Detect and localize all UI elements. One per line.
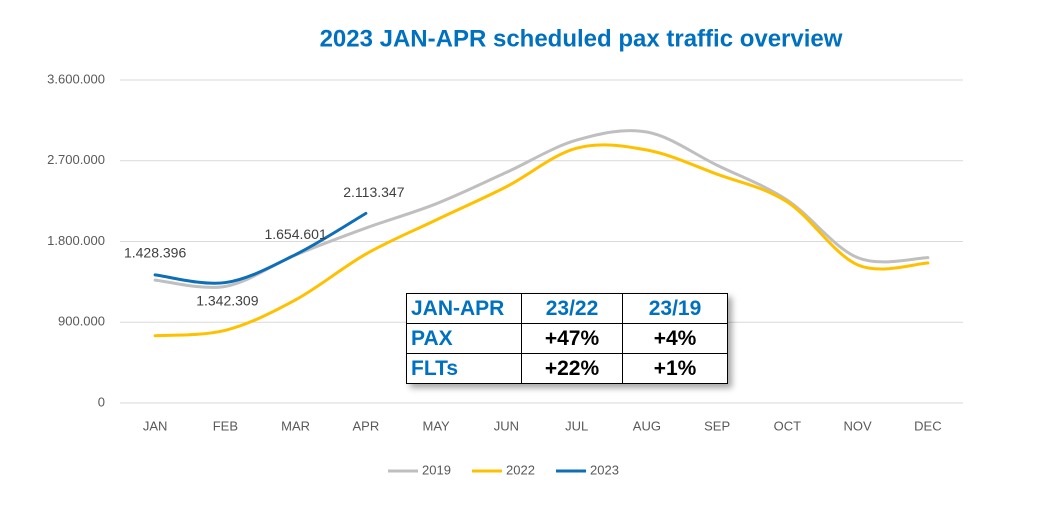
data-label: 1.342.309 bbox=[196, 292, 258, 308]
table-cell: FLTs bbox=[406, 353, 522, 384]
table-cell: +4% bbox=[622, 323, 728, 354]
y-tick-label: 2.700.000 bbox=[47, 152, 105, 167]
x-tick-label: DEC bbox=[914, 418, 941, 433]
series-line bbox=[153, 129, 930, 289]
x-tick-label: OCT bbox=[774, 418, 802, 433]
legend-label: 2023 bbox=[590, 462, 619, 477]
y-tick-label: 1.800.000 bbox=[47, 233, 105, 248]
chart-title: 2023 JAN-APR scheduled pax traffic overv… bbox=[320, 25, 843, 52]
header-cell: JAN-APR bbox=[406, 293, 522, 324]
x-tick-label: JAN bbox=[143, 418, 168, 433]
x-tick-label: SEP bbox=[704, 418, 730, 433]
x-tick-label: APR bbox=[353, 418, 380, 433]
data-label: 1.654.601 bbox=[264, 226, 326, 242]
table-cell: +1% bbox=[622, 353, 728, 384]
x-tick-label: NOV bbox=[844, 418, 873, 433]
table-header-row: JAN-APR 23/22 23/19 bbox=[406, 293, 728, 324]
table-cell: +47% bbox=[521, 323, 623, 354]
table-cell: +22% bbox=[521, 353, 623, 384]
table-row: FLTs +22% +1% bbox=[406, 353, 728, 384]
x-tick-label: MAR bbox=[281, 418, 310, 433]
y-tick-label: 900.000 bbox=[58, 314, 105, 329]
table-row: PAX +47% +4% bbox=[406, 323, 728, 354]
header-cell: 23/22 bbox=[521, 293, 623, 324]
y-tick-label: 0 bbox=[98, 394, 105, 409]
x-tick-label: JUL bbox=[565, 418, 588, 433]
x-tick-label: JUN bbox=[494, 418, 519, 433]
legend-label: 2019 bbox=[422, 462, 451, 477]
y-tick-label: 3.600.000 bbox=[47, 71, 105, 86]
x-tick-label: AUG bbox=[633, 418, 661, 433]
summary-table: JAN-APR 23/22 23/19 PAX +47% +4% FLTs +22% +1% bbox=[406, 293, 728, 384]
x-tick-label: FEB bbox=[213, 418, 238, 433]
table-cell: PAX bbox=[406, 323, 522, 354]
series-line bbox=[153, 143, 930, 338]
legend-label: 2022 bbox=[506, 462, 535, 477]
data-label: 1.428.396 bbox=[124, 245, 186, 261]
header-cell: 23/19 bbox=[622, 293, 728, 324]
data-label: 2.113.347 bbox=[343, 184, 404, 200]
series-line bbox=[153, 211, 368, 285]
x-tick-label: MAY bbox=[423, 418, 451, 433]
